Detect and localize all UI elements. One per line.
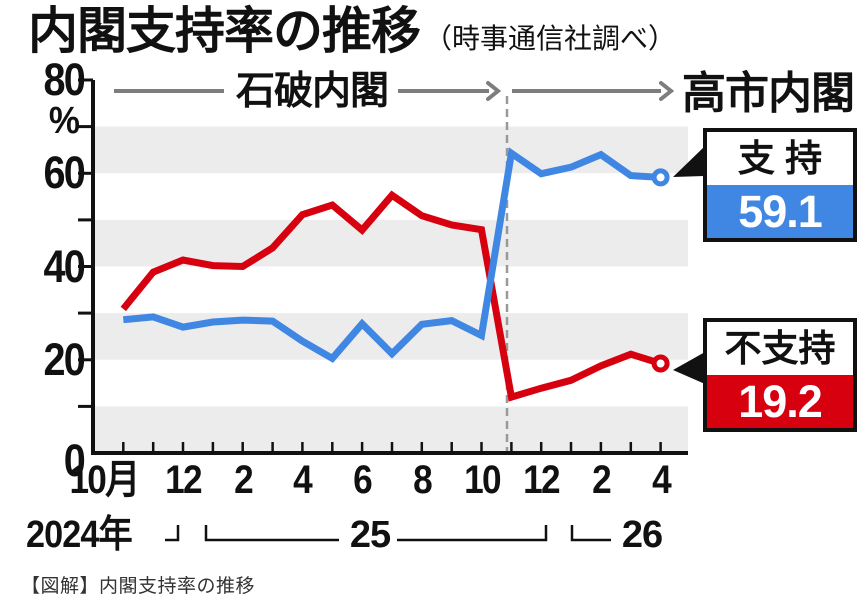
x-axis-label: 2 xyxy=(591,458,612,502)
disapprove-callout-tail-icon xyxy=(673,352,705,384)
y-axis-label: 40 xyxy=(43,240,85,292)
disapprove-end-marker xyxy=(651,354,670,373)
x-axis-label: 6 xyxy=(353,458,373,502)
title-row: 内閣支持率の推移 （時事通信社調べ） xyxy=(28,4,676,58)
x-axis-label: 4 xyxy=(293,458,313,502)
approve-end-marker xyxy=(651,168,670,187)
y-axis-label: 0 xyxy=(63,435,86,486)
y-axis-unit: % xyxy=(48,100,80,142)
disapprove-label: 不支持 xyxy=(724,328,836,369)
x-axis-label: 10月 xyxy=(69,458,140,502)
y-axis-label: 60 xyxy=(43,147,85,199)
arrowhead-icon xyxy=(659,81,675,101)
approve-label: 支 持 xyxy=(737,138,823,179)
approve-callout-tail-icon xyxy=(673,147,704,177)
x-axis-label: 12 xyxy=(165,458,202,502)
x-axis-label: 2 xyxy=(233,458,254,502)
year-bracket xyxy=(165,525,611,542)
x-axis-label: 12 xyxy=(523,458,560,502)
page-title: 内閣支持率の推移 xyxy=(28,3,421,59)
year-label-26: 26 xyxy=(621,514,663,556)
disapprove-callout: 不支持 19.2 xyxy=(703,318,857,432)
disapprove-value: 19.2 xyxy=(707,375,853,428)
approve-line xyxy=(122,147,661,363)
y-axis-label: 20 xyxy=(43,333,85,385)
x-axis-label: 10 xyxy=(463,458,501,502)
disapprove-line xyxy=(120,190,662,402)
y-axis-label: 80 xyxy=(43,54,85,105)
arrowhead-icon xyxy=(486,81,502,101)
grid-band xyxy=(93,126,688,174)
year-label-25: 25 xyxy=(349,514,391,556)
x-axis-label: 4 xyxy=(651,458,672,502)
era-label-ishiba: 石破内閣 xyxy=(235,70,389,113)
grid-band xyxy=(93,406,688,453)
era-label-takaichi: 高市内閣 xyxy=(682,69,855,118)
approve-callout: 支 持 59.1 xyxy=(703,128,857,242)
approve-value: 59.1 xyxy=(707,185,853,238)
figure-caption: 【図解】内閣支持率の推移 xyxy=(21,576,256,597)
source-note: （時事通信社調べ） xyxy=(424,23,677,54)
year-label-2024: 2024年 xyxy=(26,514,133,556)
x-axis-label: 8 xyxy=(412,458,433,502)
